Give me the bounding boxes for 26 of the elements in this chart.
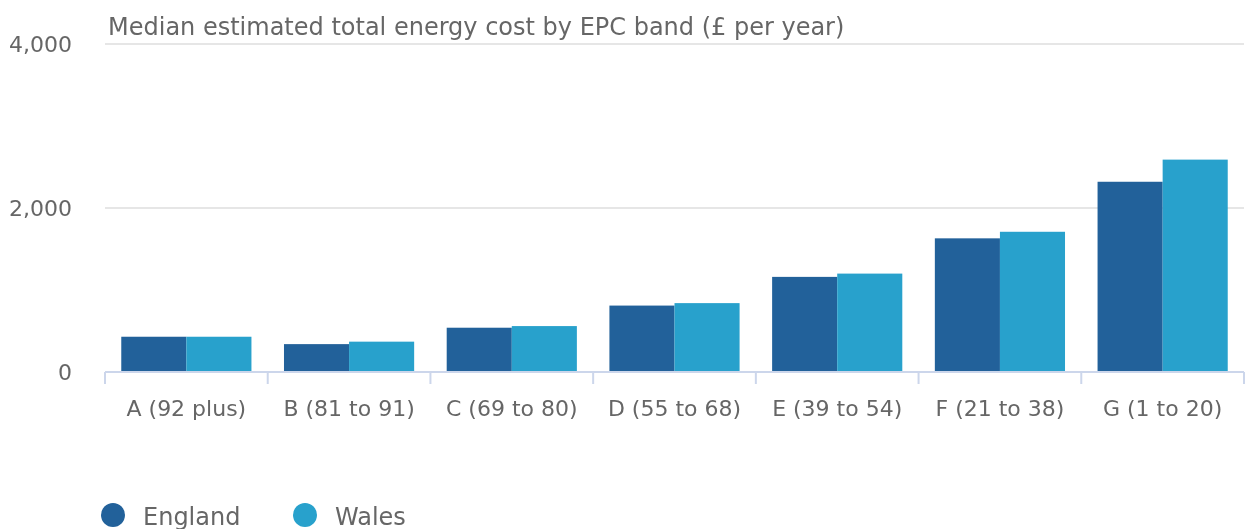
x-tick-label: D (55 to 68) bbox=[607, 396, 742, 421]
bar bbox=[609, 305, 675, 372]
bar bbox=[446, 327, 512, 372]
chart-title: Median estimated total energy cost by EPC band (£ per year) bbox=[108, 13, 845, 41]
bar bbox=[674, 303, 740, 372]
x-tick-label: G (1 to 20) bbox=[1103, 396, 1223, 421]
bar bbox=[186, 336, 252, 372]
bar bbox=[837, 273, 903, 372]
y-tick-label: 4,000 bbox=[9, 32, 72, 57]
x-tick-label: F (21 to 38) bbox=[935, 396, 1065, 421]
bar bbox=[349, 341, 415, 372]
legend-label: Wales bbox=[335, 503, 406, 529]
x-tick-label: C (69 to 80) bbox=[445, 396, 578, 421]
bar bbox=[1162, 159, 1228, 372]
bar bbox=[511, 326, 577, 372]
bar bbox=[1097, 181, 1163, 372]
bar bbox=[772, 276, 838, 372]
bar bbox=[121, 336, 187, 372]
x-tick-label: E (39 to 54) bbox=[772, 396, 903, 421]
x-tick-label: A (92 plus) bbox=[126, 396, 247, 421]
y-tick-label: 2,000 bbox=[9, 196, 72, 221]
x-tick-label: B (81 to 91) bbox=[283, 396, 415, 421]
bar bbox=[999, 231, 1066, 372]
y-tick-label: 0 bbox=[58, 360, 72, 385]
bar bbox=[934, 238, 1000, 372]
bar bbox=[283, 344, 350, 372]
